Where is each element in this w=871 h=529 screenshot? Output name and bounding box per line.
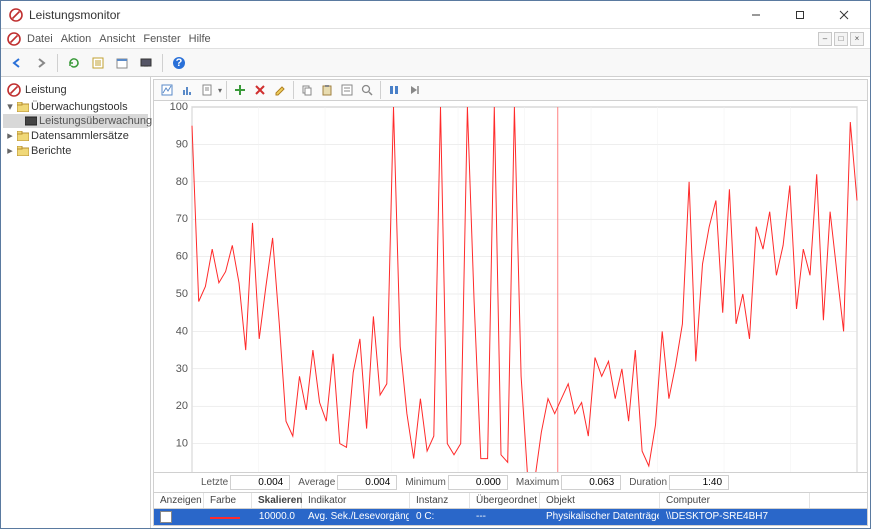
column-header[interactable]: Instanz [410, 493, 470, 508]
svg-text:20: 20 [176, 400, 188, 412]
menu-fenster[interactable]: Fenster [143, 33, 180, 45]
column-header[interactable]: Objekt [540, 493, 660, 508]
stat-max-label: Maximum [516, 477, 559, 488]
column-header[interactable]: Skalieren [252, 493, 302, 508]
cell: Physikalischer Datenträger [540, 509, 660, 524]
svg-text:100: 100 [170, 101, 188, 113]
grid-header: AnzeigenFarbeSkalierenIndikatorInstanzÜb… [154, 493, 867, 509]
svg-text:?: ? [176, 57, 183, 69]
paste-icon[interactable] [318, 81, 336, 99]
cell: ✓ [154, 509, 204, 526]
properties-icon[interactable] [88, 53, 108, 73]
tree-node[interactable]: Leistungsüberwachung [3, 114, 148, 128]
cell: \\DESKTOP-SRE4BH7 [660, 509, 810, 524]
svg-text:10: 10 [176, 438, 188, 450]
chart-toolbar: ▾ [153, 79, 868, 101]
properties-icon[interactable] [338, 81, 356, 99]
stat-dur-value: 1:40 [669, 475, 729, 490]
counter-grid: AnzeigenFarbeSkalierenIndikatorInstanzÜb… [153, 493, 868, 527]
menu-aktion[interactable]: Aktion [61, 33, 92, 45]
cell: 0 C: [410, 509, 470, 524]
view-graph-icon[interactable] [158, 81, 176, 99]
tree-node[interactable]: ▸Berichte [3, 143, 148, 158]
tree-header[interactable]: Leistung [3, 81, 148, 99]
zoom-icon[interactable] [358, 81, 376, 99]
stats-bar: Letzte 0.004 Average 0.004 Minimum 0.000… [153, 473, 868, 493]
svg-text:40: 40 [176, 325, 188, 337]
menu-datei[interactable]: Datei [27, 33, 53, 45]
svg-text:60: 60 [176, 251, 188, 263]
stat-max-value: 0.063 [561, 475, 621, 490]
help-icon[interactable]: ? [169, 53, 189, 73]
svg-text:30: 30 [176, 363, 188, 375]
svg-text:70: 70 [176, 213, 188, 225]
stat-dur-label: Duration [629, 477, 667, 488]
mdi-restore-button[interactable]: □ [834, 32, 848, 46]
freeze-icon[interactable] [385, 81, 403, 99]
refresh-icon[interactable] [64, 53, 84, 73]
row-checkbox[interactable]: ✓ [160, 511, 172, 523]
menu-hilfe[interactable]: Hilfe [189, 33, 211, 45]
back-button[interactable] [7, 53, 27, 73]
app-icon [7, 32, 21, 46]
chart-area[interactable]: 010203040506070809010014:48:13 Uhr14:48:… [153, 101, 868, 473]
cell [204, 509, 252, 524]
table-row[interactable]: ✓ 10000.0Avg. Sek./Lesevorgänge0 C:---Phy… [154, 509, 867, 526]
svg-text:80: 80 [176, 176, 188, 188]
cell: 10000.0 [252, 509, 302, 524]
highlight-icon[interactable] [271, 81, 289, 99]
delete-counter-icon[interactable] [251, 81, 269, 99]
minimize-button[interactable] [734, 2, 778, 28]
titlebar: Leistungsmonitor [1, 1, 870, 29]
column-header[interactable]: Indikator [302, 493, 410, 508]
stat-avg-value: 0.004 [337, 475, 397, 490]
stat-min-label: Minimum [405, 477, 446, 488]
window-title: Leistungsmonitor [29, 8, 734, 22]
main-toolbar: ? [1, 49, 870, 77]
svg-text:50: 50 [176, 288, 188, 300]
view-report-icon[interactable] [198, 81, 216, 99]
column-header[interactable]: Anzeigen [154, 493, 204, 508]
cell: --- [470, 509, 540, 524]
view-histogram-icon[interactable] [178, 81, 196, 99]
column-header[interactable]: Computer [660, 493, 810, 508]
stat-avg-label: Average [298, 477, 335, 488]
update-icon[interactable] [405, 81, 423, 99]
stat-last-value: 0.004 [230, 475, 290, 490]
menubar: Datei Aktion Ansicht Fenster Hilfe – □ × [1, 29, 870, 49]
svg-text:90: 90 [176, 138, 188, 150]
mdi-minimize-button[interactable]: – [818, 32, 832, 46]
menu-ansicht[interactable]: Ansicht [99, 33, 135, 45]
tree-panel: Leistung ▾ÜberwachungstoolsLeistungsüber… [1, 77, 151, 528]
console-icon[interactable] [136, 53, 156, 73]
cell: Avg. Sek./Lesevorgänge [302, 509, 410, 524]
tree-header-label: Leistung [25, 84, 67, 96]
column-header[interactable]: Farbe [204, 493, 252, 508]
export-icon[interactable] [112, 53, 132, 73]
copy-icon[interactable] [298, 81, 316, 99]
column-header[interactable]: Übergeordnet [470, 493, 540, 508]
tree-node[interactable]: ▾Überwachungstools [3, 99, 148, 114]
stat-min-value: 0.000 [448, 475, 508, 490]
tree-node[interactable]: ▸Datensammlersätze [3, 128, 148, 143]
app-icon [9, 8, 23, 22]
add-counter-icon[interactable] [231, 81, 249, 99]
maximize-button[interactable] [778, 2, 822, 28]
mdi-close-button[interactable]: × [850, 32, 864, 46]
forward-button[interactable] [31, 53, 51, 73]
stat-last-label: Letzte [201, 477, 228, 488]
close-button[interactable] [822, 2, 866, 28]
